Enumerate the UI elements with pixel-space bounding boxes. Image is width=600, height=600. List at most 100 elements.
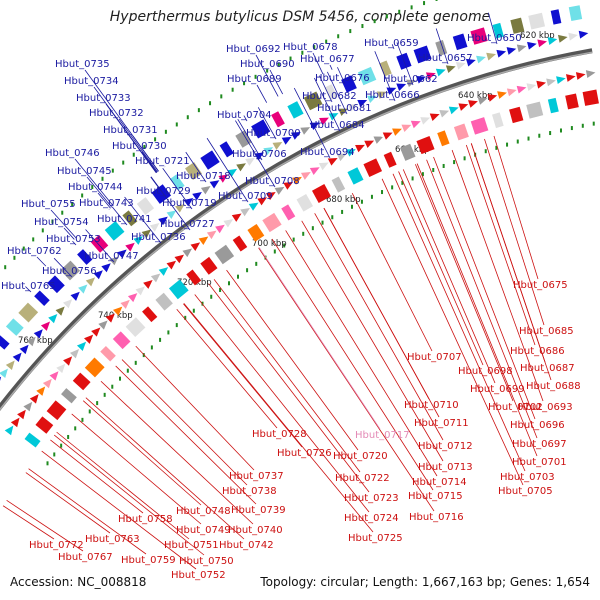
gene-leader-line bbox=[208, 283, 370, 493]
reverse-gene-block bbox=[262, 212, 282, 233]
forward-gene-arrow bbox=[62, 299, 73, 309]
tick-mark-outer bbox=[313, 45, 316, 50]
gene-leader-line bbox=[269, 69, 284, 95]
forward-gene-arrow bbox=[254, 152, 265, 161]
forward-gene-arrow bbox=[175, 204, 185, 213]
tick-mark-outer bbox=[398, 9, 401, 14]
reverse-gene-arrow bbox=[190, 242, 201, 251]
gene-leader-line bbox=[85, 229, 115, 263]
tick-mark-inner bbox=[350, 204, 353, 209]
tick-mark-outer bbox=[231, 87, 234, 92]
reverse-gene-arrow bbox=[283, 181, 294, 190]
tick-mark-outer bbox=[71, 202, 74, 207]
reverse-gene-block bbox=[142, 306, 158, 323]
gene-label-forward: Hbut_0765 bbox=[1, 281, 56, 292]
gene-leader-line bbox=[93, 86, 157, 173]
tick-mark-outer bbox=[361, 24, 364, 29]
forward-gene-arrow bbox=[557, 34, 568, 43]
reverse-gene-block bbox=[200, 256, 218, 275]
tick-mark-inner bbox=[81, 417, 84, 422]
forward-gene-arrow bbox=[465, 58, 476, 67]
tick-mark-outer bbox=[337, 34, 340, 39]
gene-leader-line bbox=[271, 238, 434, 491]
gene-label-forward: Hbut_0756 bbox=[42, 266, 97, 277]
reverse-gene-block bbox=[296, 194, 314, 212]
tick-mark-outer bbox=[81, 193, 84, 198]
reverse-gene-block bbox=[416, 136, 435, 155]
gene-label-forward: Hbut_0708 bbox=[245, 176, 300, 187]
reverse-gene-arrow bbox=[143, 279, 153, 289]
gene-label-reverse: Hbut_0738 bbox=[222, 486, 277, 497]
forward-gene-arrow bbox=[133, 236, 143, 245]
reverse-gene-arrow bbox=[158, 267, 169, 276]
gene-label-reverse: Hbut_0693 bbox=[518, 402, 573, 413]
gene-label-reverse: Hbut_0686 bbox=[510, 346, 565, 357]
tick-mark-outer bbox=[301, 50, 304, 55]
forward-gene-block bbox=[470, 27, 488, 45]
forward-gene-arrow bbox=[101, 263, 111, 273]
reverse-gene-block bbox=[24, 432, 41, 448]
reverse-gene-arrow bbox=[327, 157, 338, 166]
tick-mark-outer bbox=[122, 160, 125, 165]
gene-leader-line bbox=[82, 400, 202, 506]
gene-leader-line bbox=[398, 171, 484, 366]
gene-leader-line bbox=[183, 303, 374, 533]
forward-gene-arrow bbox=[141, 229, 152, 239]
tick-mark-inner bbox=[103, 392, 106, 397]
forward-gene-block bbox=[379, 60, 392, 77]
reverse-gene-arrow bbox=[10, 417, 20, 428]
gene-label-forward: Hbut_0718 bbox=[176, 171, 231, 182]
tick-mark-inner bbox=[411, 176, 414, 181]
tick-mark-inner bbox=[559, 128, 562, 133]
reverse-gene-arrow bbox=[105, 313, 115, 323]
forward-gene-arrow bbox=[506, 47, 517, 55]
tick-mark-outer bbox=[132, 152, 135, 157]
reverse-gene-arrow bbox=[516, 85, 527, 94]
forward-gene-block bbox=[104, 221, 125, 241]
reverse-gene-block bbox=[383, 151, 397, 168]
forward-gene-arrow bbox=[227, 168, 238, 178]
tick-mark-outer bbox=[91, 185, 94, 190]
reverse-gene-block bbox=[547, 97, 559, 114]
reverse-gene-arrow bbox=[318, 162, 329, 171]
tick-mark-inner bbox=[60, 443, 63, 448]
reverse-gene-block bbox=[72, 372, 91, 391]
forward-gene-arrow bbox=[149, 223, 160, 232]
tick-mark-inner bbox=[484, 149, 487, 154]
reverse-gene-arrow bbox=[206, 230, 217, 240]
gene-leader-line bbox=[185, 151, 207, 183]
forward-gene-arrow bbox=[93, 270, 103, 280]
forward-gene-arrow bbox=[12, 352, 22, 363]
reverse-gene-arrow bbox=[63, 356, 73, 366]
tick-mark-inner bbox=[401, 180, 404, 185]
forward-gene-arrow bbox=[376, 91, 387, 99]
reverse-gene-block bbox=[492, 112, 504, 129]
reverse-gene-arrow bbox=[429, 113, 440, 122]
forward-gene-arrow bbox=[281, 136, 292, 145]
reverse-gene-arrow bbox=[69, 349, 80, 359]
gene-leader-line bbox=[415, 164, 514, 402]
gene-label-forward: Hbut_0733 bbox=[76, 93, 131, 104]
gene-label-forward: Hbut_0650 bbox=[467, 33, 522, 44]
forward-gene-block bbox=[413, 45, 432, 64]
reverse-gene-arrow bbox=[174, 254, 185, 264]
reverse-gene-block bbox=[84, 357, 105, 378]
gene-leader-line bbox=[257, 107, 277, 140]
forward-gene-arrow bbox=[5, 360, 15, 371]
reverse-gene-arrow bbox=[240, 207, 250, 217]
reverse-gene-block bbox=[247, 223, 265, 242]
gene-label-reverse: Hbut_0702 bbox=[488, 402, 543, 413]
forward-gene-arrow bbox=[406, 79, 416, 88]
reverse-gene-arrow bbox=[420, 117, 431, 125]
reverse-gene-block bbox=[112, 331, 131, 350]
tick-mark-inner bbox=[391, 185, 394, 190]
forward-gene-block bbox=[90, 234, 109, 253]
forward-gene-arrow bbox=[366, 95, 377, 104]
gene-label-reverse: Hbut_0698 bbox=[458, 366, 513, 377]
reverse-gene-arrow bbox=[364, 140, 375, 149]
kbp-tick-label: 620 kbp bbox=[520, 31, 555, 41]
forward-gene-block bbox=[341, 75, 357, 93]
reverse-gene-arrow bbox=[392, 128, 402, 136]
reverse-gene-arrow bbox=[17, 409, 26, 420]
